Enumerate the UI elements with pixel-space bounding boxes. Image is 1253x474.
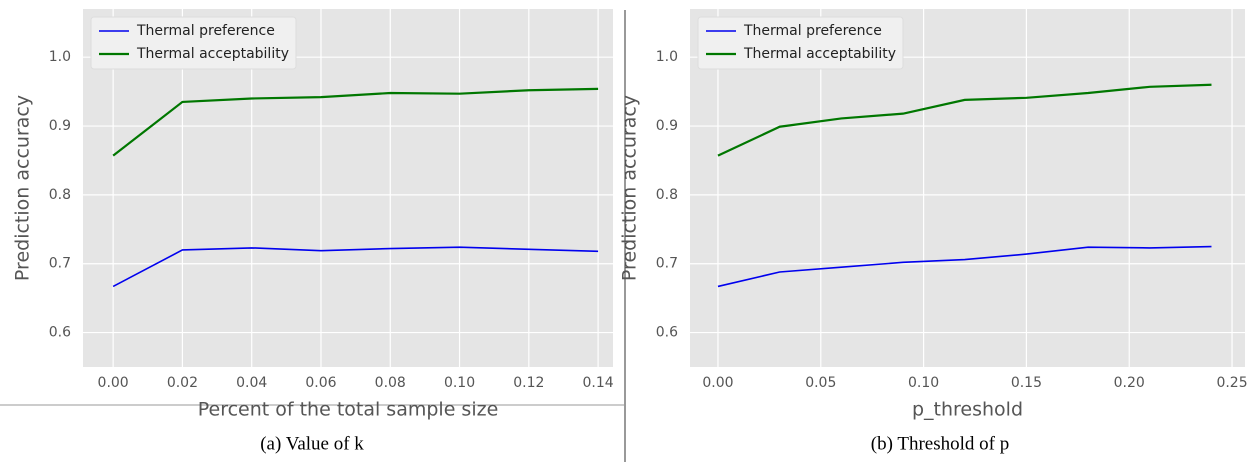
x-axis-label: p_threshold [912, 399, 1023, 421]
x-tick-label: 0.25 [1216, 375, 1247, 391]
line [717, 83, 1212, 157]
x-tick-label: 0.02 [167, 375, 198, 391]
y-tick-label: 0.8 [656, 187, 678, 203]
legend-label: Thermal preference [743, 23, 882, 39]
y-tick-label: 0.7 [49, 256, 71, 272]
y-tick-label: 0.6 [656, 325, 678, 341]
y-tick-label: 0.8 [49, 187, 71, 203]
y-tick-label: 0.9 [49, 118, 71, 134]
y-tick-label: 1.0 [49, 49, 71, 65]
x-tick-label: 0.04 [236, 375, 267, 391]
y-axis-label: Prediction accuracy [12, 95, 34, 281]
x-tick-label: 0.20 [1114, 375, 1145, 391]
x-tick-label: 0.00 [702, 375, 733, 391]
legend-label: Thermal acceptability [743, 46, 896, 62]
y-tick-label: 0.9 [656, 118, 678, 134]
legend-box [697, 16, 904, 70]
line [717, 245, 1212, 288]
caption: (a) Value of k [260, 433, 364, 454]
legend-box [90, 16, 297, 70]
y-axis-label: Prediction accuracy [619, 95, 641, 281]
caption: (b) Threshold of p [871, 433, 1009, 454]
x-tick-label: 0.08 [375, 375, 406, 391]
line [112, 87, 599, 157]
x-tick-label: 0.10 [908, 375, 939, 391]
legend-label: Thermal preference [136, 23, 275, 39]
x-tick-label: 0.15 [1011, 375, 1042, 391]
x-tick-label: 0.14 [583, 375, 614, 391]
x-axis-label: Percent of the total sample size [198, 399, 499, 421]
line [112, 246, 599, 288]
y-tick-label: 0.6 [49, 325, 71, 341]
x-tick-label: 0.00 [98, 375, 129, 391]
x-tick-label: 0.06 [305, 375, 336, 391]
y-tick-label: 0.7 [656, 256, 678, 272]
x-tick-label: 0.12 [513, 375, 544, 391]
legend-label: Thermal acceptability [136, 46, 289, 62]
y-tick-label: 1.0 [656, 49, 678, 65]
x-tick-label: 0.10 [444, 375, 475, 391]
x-tick-label: 0.05 [805, 375, 836, 391]
